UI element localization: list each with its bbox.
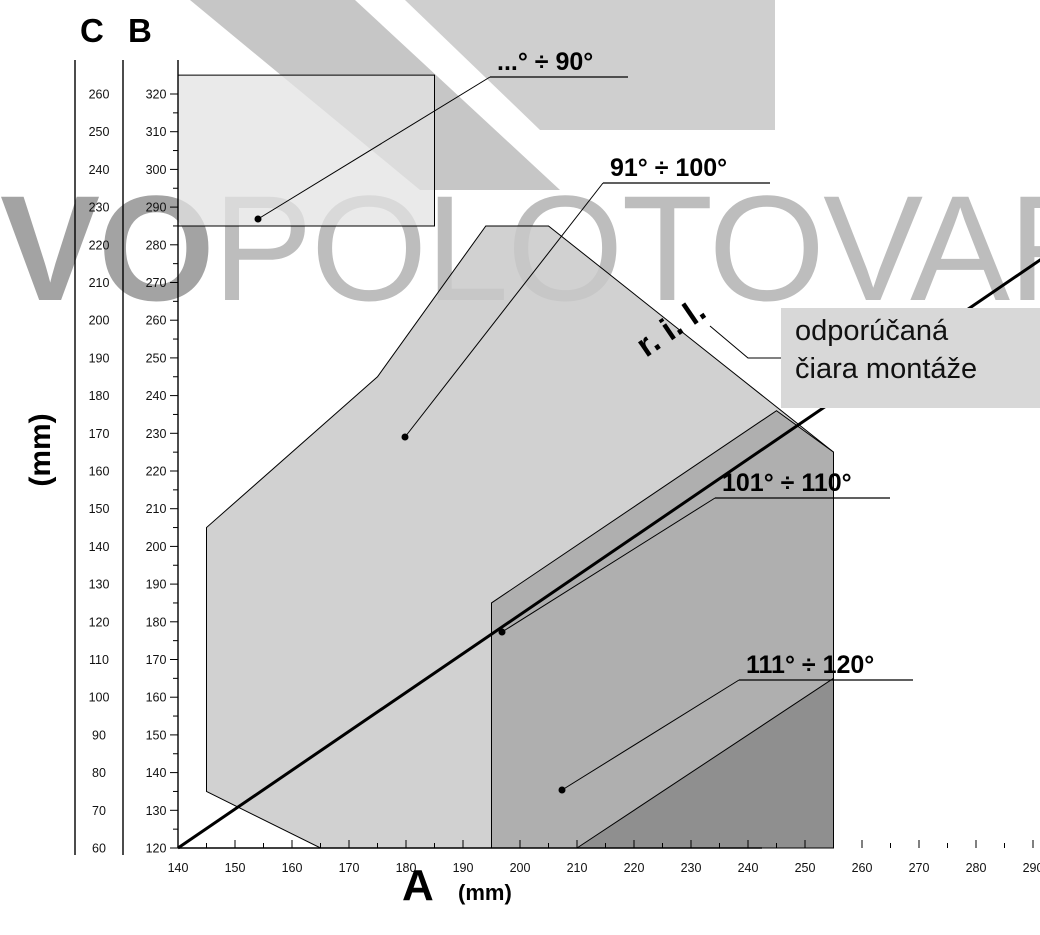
axis-vertical-unit: (mm) [24, 413, 57, 486]
a-axis-tick-label: 280 [966, 861, 987, 875]
b-axis-tick-label: 190 [146, 578, 167, 592]
header-c: C [80, 12, 104, 49]
c-axis-tick-label: 180 [89, 389, 110, 403]
c-axis-tick-label: 140 [89, 540, 110, 554]
b-axis-tick-label: 300 [146, 163, 167, 177]
b-axis-tick-label: 150 [146, 728, 167, 742]
b-axis-tick-label: 230 [146, 427, 167, 441]
c-axis-tick-label: 70 [92, 804, 106, 818]
a-axis-tick-label: 150 [225, 861, 246, 875]
a-axis-tick-label: 180 [396, 861, 417, 875]
c-axis-tick-label: 80 [92, 766, 106, 780]
c-axis-tick-label: 150 [89, 502, 110, 516]
zone-110-dot [498, 628, 506, 636]
c-axis-tick-label: 220 [89, 238, 110, 252]
a-axis-tick-label: 290 [1023, 861, 1040, 875]
regions-layer [177, 74, 834, 849]
watermark-arrow-shape-right [405, 0, 775, 130]
c-axis-tick-label: 100 [89, 691, 110, 705]
b-axis-tick-label: 320 [146, 88, 167, 102]
b-axis-tick-label: 290 [146, 201, 167, 215]
c-axis-tick-label: 60 [92, 842, 106, 856]
axis-a-unit: (mm) [458, 880, 512, 905]
b-axis-tick-label: 270 [146, 276, 167, 290]
c-axis-tick-label: 260 [89, 88, 110, 102]
callout-line-2: čiara montáže [795, 353, 978, 385]
c-axis-tick-label: 120 [89, 615, 110, 629]
c-axis-tick-label: 170 [89, 427, 110, 441]
b-axis-tick-label: 310 [146, 125, 167, 139]
zone-100-leader [404, 182, 604, 438]
zone-90-callout: ...° ÷ 90° [254, 48, 628, 223]
b-axis-tick-label: 120 [146, 842, 167, 856]
b-axis-tick-label: 280 [146, 238, 167, 252]
c-axis-tick-label: 90 [92, 728, 106, 742]
zone-90-label: ...° ÷ 90° [497, 48, 593, 76]
header-b: B [128, 12, 152, 49]
callout-line-1: odporúčaná [795, 315, 949, 347]
a-axis-tick-label: 160 [282, 861, 303, 875]
zone-110-label: 101° ÷ 110° [722, 469, 852, 497]
a-axis-tick-label: 200 [510, 861, 531, 875]
a-axis-tick-label: 190 [453, 861, 474, 875]
b-axis-tick-label: 170 [146, 653, 167, 667]
axes-layer [74, 60, 762, 855]
zone-120-callout: 111° ÷ 120° [558, 651, 913, 794]
c-axis-tick-label: 210 [89, 276, 110, 290]
b-axis-tick-label: 220 [146, 465, 167, 479]
b-axis-tick-label: 130 [146, 804, 167, 818]
c-axis-tick-label: 250 [89, 125, 110, 139]
zone-100-callout: 91° ÷ 100° [401, 154, 770, 441]
b-axis-tick-label: 160 [146, 691, 167, 705]
callout-leader [709, 325, 781, 359]
a-axis-tick-label: 220 [624, 861, 645, 875]
zone-100-label: 91° ÷ 100° [610, 154, 727, 182]
a-axis-tick-label: 240 [738, 861, 759, 875]
ticks-layer: 140 150 160 170 180 190 200 210 220 230 240 250 260 2… [89, 88, 1040, 876]
c-axis-tick-label: 160 [89, 465, 110, 479]
b-axis-tick-label: 200 [146, 540, 167, 554]
a-axis-tick-label: 170 [339, 861, 360, 875]
b-axis-tick-label: 210 [146, 502, 167, 516]
zone-120-leader [561, 679, 740, 791]
zone-90-dot [254, 215, 262, 223]
a-axis-tick-label: 260 [852, 861, 873, 875]
b-axis-tick-label: 250 [146, 351, 167, 365]
b-axis-tick-label: 180 [146, 615, 167, 629]
c-axis-tick-label: 200 [89, 314, 110, 328]
a-axis-tick-label: 230 [681, 861, 702, 875]
zone-110-callout: 101° ÷ 110° [498, 469, 890, 636]
zone-120-label: 111° ÷ 120° [746, 651, 874, 679]
b-axis-tick-label: 240 [146, 389, 167, 403]
a-axis-tick-label: 250 [795, 861, 816, 875]
c-axis-tick-label: 240 [89, 163, 110, 177]
b-axis-tick-label: 140 [146, 766, 167, 780]
callout-box [781, 308, 1040, 408]
c-axis-tick-label: 130 [89, 578, 110, 592]
a-axis-tick-label: 140 [168, 861, 189, 875]
zone-90-leader [257, 76, 491, 220]
c-axis-tick-label: 190 [89, 351, 110, 365]
a-axis-tick-label: 210 [567, 861, 588, 875]
c-axis-tick-label: 110 [89, 653, 109, 667]
b-axis-tick-label: 260 [146, 314, 167, 328]
axis-a-letter: A [402, 861, 434, 910]
a-axis-tick-label: 270 [909, 861, 930, 875]
callout-text: odporúčaná čiara montáže [795, 312, 977, 388]
zone-100-dot [401, 433, 409, 441]
c-axis-tick-label: 230 [89, 201, 110, 215]
zone-120-dot [558, 786, 566, 794]
zone-110-leader [501, 497, 716, 633]
